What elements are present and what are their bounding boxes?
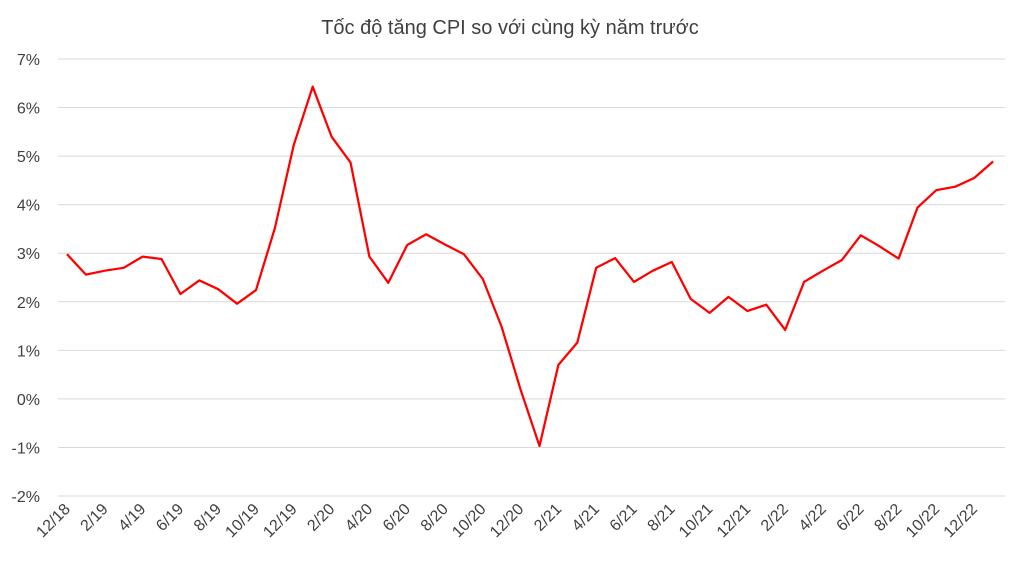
x-tick-label: 4/20 [342,501,376,535]
x-tick-label: 6/22 [834,501,868,535]
x-tick-label: 4/19 [115,501,149,535]
x-tick-label: 2/19 [78,501,112,535]
y-tick-label: 2% [17,295,40,312]
y-tick-label: 1% [17,343,40,360]
x-tick-label: 2/22 [758,501,792,535]
x-tick-label: 2/21 [531,501,565,535]
x-tick-label: 6/19 [153,501,187,535]
x-tick-label: 8/19 [191,501,225,535]
x-tick-label: 8/20 [418,501,452,535]
x-tick-label: 12/19 [260,501,300,541]
x-tick-label: 6/21 [607,501,641,535]
y-tick-label: -1% [12,440,40,457]
x-tick-label: 2/20 [304,501,338,535]
x-tick-label: 4/21 [569,501,603,535]
x-tick-label: 8/21 [645,501,679,535]
x-tick-label: 10/20 [449,501,489,541]
x-tick-label: 12/18 [33,501,73,541]
x-tick-label: 4/22 [796,501,830,535]
x-tick-label: 8/22 [871,501,905,535]
series-layer [66,85,994,448]
y-axis-tick-labels: 7% 6% 5% 4% 3% 2% 1% 0% -1% -2% [12,52,40,506]
gridlines [58,58,1005,497]
y-tick-label: 0% [17,392,40,409]
chart-title: Tốc độ tăng CPI so với cùng kỳ năm trước [321,17,699,39]
y-tick-label: 4% [17,198,40,215]
x-tick-label: 12/22 [941,501,981,541]
cpi-series-line [66,85,994,448]
y-tick-label: -2% [12,489,40,506]
x-tick-label: 12/20 [487,501,527,541]
y-tick-label: 6% [17,101,40,118]
y-tick-label: 3% [17,246,40,263]
x-tick-label: 6/20 [380,501,414,535]
x-tick-label: 12/21 [714,501,754,541]
y-tick-label: 5% [17,149,40,166]
x-tick-label: 10/19 [222,501,262,541]
x-tick-label: 10/21 [676,501,716,541]
y-tick-label: 7% [17,52,40,69]
x-tick-label: 10/22 [903,501,943,541]
